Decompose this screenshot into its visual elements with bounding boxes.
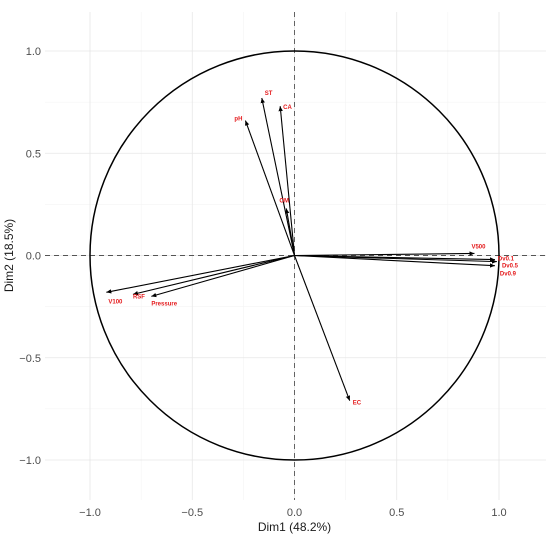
x-tick-label: 1.0: [491, 507, 506, 519]
y-axis-ticks: −1.0 −0.5 0.0 0.5 1.0: [19, 46, 41, 467]
unit-circle: [89, 50, 500, 461]
label-rsf: RSF: [133, 294, 145, 300]
label-st: ST: [265, 91, 273, 97]
arrow-ca: [278, 106, 296, 256]
y-tick-label: −0.5: [19, 353, 41, 365]
y-axis-title: Dim2 (18.5%): [2, 219, 16, 292]
arrow-dv0-9: [294, 254, 495, 268]
unit-circle-layer: [89, 50, 500, 461]
y-tick-label: −1.0: [19, 455, 41, 467]
arrow-dv0-5: [294, 254, 497, 264]
arrow-om: [285, 208, 296, 256]
arrow-v500: [294, 251, 475, 257]
label-om: OM: [279, 198, 289, 204]
label-dv0-5: Dv0.5: [502, 264, 519, 270]
x-tick-label: −1.0: [79, 507, 101, 519]
arrow-v100: [106, 254, 295, 294]
arrow-pressure: [151, 254, 295, 298]
y-tick-label: 0.0: [26, 251, 41, 263]
arrow-ph: [244, 120, 296, 256]
y-tick-label: 0.5: [26, 148, 41, 160]
label-pressure: Pressure: [151, 301, 177, 307]
label-dv0-1: Dv0.1: [498, 257, 515, 263]
y-tick-label: 1.0: [26, 46, 41, 58]
x-axis-ticks: −1.0 −0.5 0.0 0.5 1.0: [79, 507, 507, 519]
x-tick-label: 0.5: [389, 507, 404, 519]
arrow-st: [260, 97, 296, 256]
x-tick-label: −0.5: [181, 507, 203, 519]
arrow-rsf: [132, 254, 295, 296]
label-ca: CA: [283, 105, 292, 111]
x-axis-title: Dim1 (48.2%): [258, 520, 331, 534]
label-ph: pH: [234, 117, 242, 123]
x-tick-label: 0.0: [287, 507, 302, 519]
label-v500: V500: [471, 244, 486, 250]
variable-arrows: [106, 97, 497, 401]
arrow-ec: [293, 255, 351, 401]
label-v100: V100: [108, 299, 123, 305]
label-dv0-9: Dv0.9: [500, 272, 517, 278]
label-ec: EC: [353, 401, 362, 407]
